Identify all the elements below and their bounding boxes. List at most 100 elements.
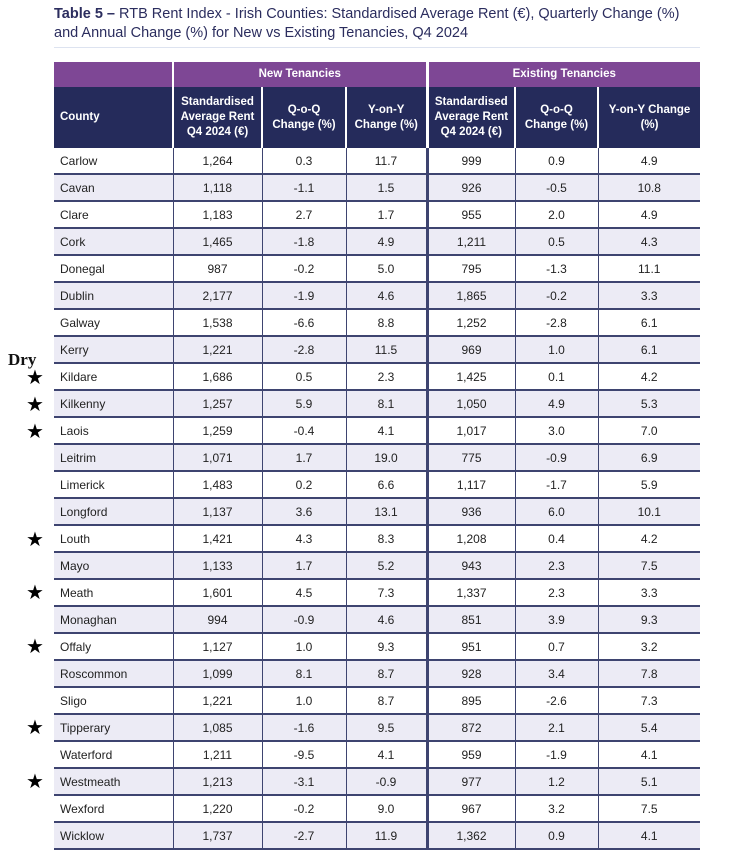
new-qoq-cell: -1.1 xyxy=(261,174,346,202)
existing-yoy-cell: 4.9 xyxy=(597,148,701,175)
new-yoy-cell: 9.5 xyxy=(345,714,427,742)
table-row: Monaghan 994 -0.9 4.6 851 3.9 9.3 xyxy=(54,606,701,634)
existing-qoq-cell: 0.9 xyxy=(514,148,598,175)
existing-qoq-cell: 2.1 xyxy=(514,714,598,742)
new-yoy-cell: 9.0 xyxy=(345,795,427,823)
divider xyxy=(54,47,700,48)
existing-yoy-cell: 4.2 xyxy=(597,525,701,553)
new-qoq-cell: -0.4 xyxy=(261,417,346,445)
county-cell: Cork xyxy=(54,228,173,256)
existing-rent-cell: 872 xyxy=(425,714,515,742)
table-row: Dublin 2,177 -1.9 4.6 1,865 -0.2 3.3 xyxy=(54,282,701,310)
county-cell: Leitrim xyxy=(54,444,173,472)
table-row: Mayo 1,133 1.7 5.2 943 2.3 7.5 xyxy=(54,552,701,580)
new-rent-cell: 1,221 xyxy=(172,336,262,364)
existing-yoy-cell: 3.2 xyxy=(597,633,701,661)
new-qoq-cell: -0.2 xyxy=(261,795,346,823)
existing-qoq-cell: 0.7 xyxy=(514,633,598,661)
new-qoq-cell: 5.9 xyxy=(261,390,346,418)
existing-yoy-cell: 6.1 xyxy=(597,336,701,364)
existing-yoy-cell: 7.0 xyxy=(597,417,701,445)
county-cell: Louth xyxy=(54,525,173,553)
header-existing-rent: Standardised Average Rent Q4 2024 (€) xyxy=(425,87,515,148)
new-qoq-cell: -1.6 xyxy=(261,714,346,742)
existing-qoq-cell: -1.3 xyxy=(514,255,598,283)
existing-yoy-cell: 11.1 xyxy=(597,255,701,283)
table-row: Tipperary 1,085 -1.6 9.5 872 2.1 5.4 xyxy=(54,714,701,742)
county-cell: Tipperary xyxy=(54,714,173,742)
existing-qoq-cell: 3.0 xyxy=(514,417,598,445)
table-row: Longford 1,137 3.6 13.1 936 6.0 10.1 xyxy=(54,498,701,526)
new-yoy-cell: 4.6 xyxy=(345,606,427,634)
table-row: Offaly 1,127 1.0 9.3 951 0.7 3.2 xyxy=(54,633,701,661)
existing-rent-cell: 1,362 xyxy=(425,822,515,850)
county-cell: Cavan xyxy=(54,174,173,202)
new-yoy-cell: 4.1 xyxy=(345,417,427,445)
table-row: Cavan 1,118 -1.1 1.5 926 -0.5 10.8 xyxy=(54,174,701,202)
county-cell: Limerick xyxy=(54,471,173,499)
existing-yoy-cell: 7.8 xyxy=(597,660,701,688)
table-caption: RTB Rent Index - Irish Counties: Standar… xyxy=(54,6,680,41)
existing-yoy-cell: 5.1 xyxy=(597,768,701,796)
new-rent-cell: 1,085 xyxy=(172,714,262,742)
county-cell: Wicklow xyxy=(54,822,173,850)
new-yoy-cell: 11.5 xyxy=(345,336,427,364)
new-rent-cell: 1,264 xyxy=(172,148,262,175)
existing-rent-cell: 955 xyxy=(425,201,515,229)
new-qoq-cell: 1.0 xyxy=(261,687,346,715)
new-yoy-cell: 5.2 xyxy=(345,552,427,580)
existing-qoq-cell: 0.9 xyxy=(514,822,598,850)
county-cell: Kerry xyxy=(54,336,173,364)
existing-rent-cell: 977 xyxy=(425,768,515,796)
county-cell: Mayo xyxy=(54,552,173,580)
new-qoq-cell: 1.7 xyxy=(261,552,346,580)
existing-qoq-cell: 0.5 xyxy=(514,228,598,256)
new-yoy-cell: 7.3 xyxy=(345,579,427,607)
county-cell: Galway xyxy=(54,309,173,337)
new-yoy-cell: 9.3 xyxy=(345,633,427,661)
rent-index-table: New Tenancies Existing Tenancies County S… xyxy=(54,62,701,850)
existing-qoq-cell: 1.0 xyxy=(514,336,598,364)
new-qoq-cell: 1.7 xyxy=(261,444,346,472)
county-cell: Meath xyxy=(54,579,173,607)
new-qoq-cell: 4.5 xyxy=(261,579,346,607)
new-rent-cell: 1,220 xyxy=(172,795,262,823)
existing-yoy-cell: 6.1 xyxy=(597,309,701,337)
table-row: Kilkenny 1,257 5.9 8.1 1,050 4.9 5.3 xyxy=(54,390,701,418)
new-yoy-cell: 6.6 xyxy=(345,471,427,499)
group-header-new: New Tenancies xyxy=(172,62,427,87)
new-qoq-cell: -1.8 xyxy=(261,228,346,256)
county-cell: Westmeath xyxy=(54,768,173,796)
table-title: Table 5 – RTB Rent Index - Irish Countie… xyxy=(54,5,694,43)
existing-rent-cell: 1,208 xyxy=(425,525,515,553)
existing-rent-cell: 943 xyxy=(425,552,515,580)
existing-rent-cell: 1,425 xyxy=(425,363,515,391)
new-yoy-cell: 13.1 xyxy=(345,498,427,526)
existing-rent-cell: 1,017 xyxy=(425,417,515,445)
county-cell: Laois xyxy=(54,417,173,445)
existing-yoy-cell: 5.3 xyxy=(597,390,701,418)
existing-rent-cell: 895 xyxy=(425,687,515,715)
star-marker-icon: ★ xyxy=(26,421,44,443)
existing-yoy-cell: 3.3 xyxy=(597,282,701,310)
existing-yoy-cell: 5.4 xyxy=(597,714,701,742)
header-county: County xyxy=(54,87,173,148)
table-row: Roscommon 1,099 8.1 8.7 928 3.4 7.8 xyxy=(54,660,701,688)
new-rent-cell: 1,465 xyxy=(172,228,262,256)
existing-rent-cell: 928 xyxy=(425,660,515,688)
new-qoq-cell: -2.7 xyxy=(261,822,346,850)
existing-yoy-cell: 10.8 xyxy=(597,174,701,202)
new-qoq-cell: 1.0 xyxy=(261,633,346,661)
existing-qoq-cell: 6.0 xyxy=(514,498,598,526)
existing-qoq-cell: 4.9 xyxy=(514,390,598,418)
new-rent-cell: 1,211 xyxy=(172,741,262,769)
header-new-yoy: Y-on-Y Change (%) xyxy=(345,87,427,148)
new-qoq-cell: -0.9 xyxy=(261,606,346,634)
table-row: Galway 1,538 -6.6 8.8 1,252 -2.8 6.1 xyxy=(54,309,701,337)
star-marker-icon: ★ xyxy=(26,394,44,417)
new-yoy-cell: -0.9 xyxy=(345,768,427,796)
existing-rent-cell: 1,865 xyxy=(425,282,515,310)
existing-rent-cell: 1,337 xyxy=(425,579,515,607)
existing-qoq-cell: 1.2 xyxy=(514,768,598,796)
new-yoy-cell: 8.1 xyxy=(345,390,427,418)
